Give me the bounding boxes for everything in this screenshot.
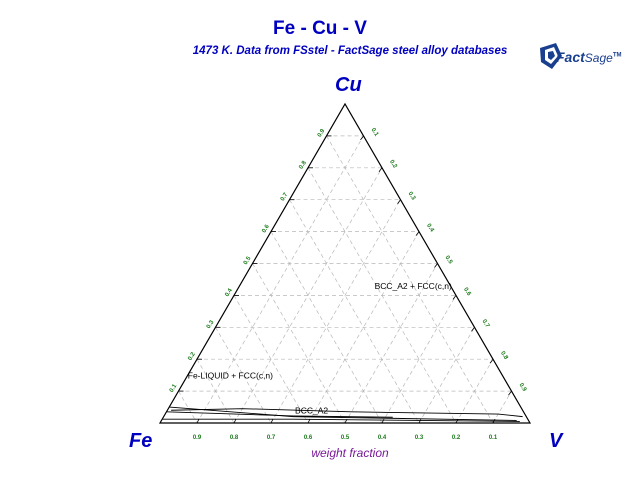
tick-label-right: 0.2 [388,159,398,170]
tick-label-right: 0.1 [370,127,380,138]
tick-label-left: 0.7 [280,191,290,202]
tick-mark [489,358,494,364]
tick-labels: 0.1 0.1 0.2 0.2 0.3 0.3 0.4 0.4 0.5 0.5 0.6 0.6 0.7 0… [169,127,528,441]
corner-label-fe: Fe [129,430,152,452]
tick-label-left: 0.8 [298,160,308,171]
tick-label-bottom: 0.7 [267,435,276,441]
phase-region-labels: BCC_A2 + FCC(c,n) Fe-LIQUID + FCC(c,n) BCC… [188,281,452,415]
axis-label: weight fraction [311,446,389,460]
factsage-logo: FactSageTM [538,40,628,74]
tick-mark [508,390,512,396]
tick-label-bottom: 0.3 [415,435,424,441]
tick-mark [196,418,200,424]
grid-line-v [196,135,364,424]
tick-label-left: 0.1 [169,383,179,394]
tick-mark [344,418,348,424]
tick-label-right: 0.9 [518,382,528,393]
tick-label-left: 0.9 [317,128,327,139]
corner-label-cu: Cu [335,74,362,96]
tick-mark [397,199,401,204]
axis-ticks [178,135,512,424]
phase-boundaries [162,406,523,422]
grid-line-v [381,295,457,424]
grid-line-fe [215,327,272,424]
grid-lines [178,135,512,424]
phase-boundary-line [162,418,520,422]
phase-region-label: BCC_A2 [295,405,328,415]
tick-mark [434,263,438,268]
tick-label-bottom: 0.5 [341,435,350,441]
grid-line-fe [289,199,420,424]
diagram-subtitle: 1473 K. Data from FSstel - FactSage stee… [192,45,508,57]
phase-region-label: BCC_A2 + FCC(c,n) [375,281,452,291]
tick-label-right: 0.8 [499,351,509,362]
grid-line-fe [252,263,346,424]
tick-label-left: 0.2 [187,351,197,362]
diagram-title: Fe - Cu - V [273,18,367,39]
tick-mark [471,327,475,332]
tick-mark [452,295,457,300]
tick-label-right: 0.7 [481,319,491,330]
grid-line-fe [326,135,494,424]
tick-label-bottom: 0.1 [489,435,498,441]
tick-label-left: 0.6 [261,223,271,234]
tick-label-bottom: 0.2 [452,435,461,441]
tick-mark [415,231,420,236]
grid-line-v [492,390,512,424]
phase-boundary-line [171,408,523,418]
phase-boundary-line [166,411,393,418]
tick-mark [378,167,383,173]
tick-label-left: 0.5 [243,255,253,266]
tick-label-left: 0.4 [224,287,234,298]
tick-label-right: 0.6 [462,287,472,298]
tick-mark [233,418,237,424]
tick-label-right: 0.4 [425,223,435,234]
tick-label-right: 0.3 [407,191,417,202]
tick-mark [455,418,459,424]
grid-line-v [344,263,438,424]
tick-mark [492,418,496,424]
grid-line-fe [196,359,235,424]
tick-label-bottom: 0.6 [304,435,313,441]
tick-mark [307,418,311,424]
phase-region-label: Fe-LIQUID + FCC(c,n) [188,370,273,380]
grid-line-v [418,327,475,424]
factsage-wordmark: FactSageTM [556,49,622,65]
tick-mark [270,418,274,424]
tick-label-right: 0.5 [444,255,454,266]
corner-label-v: V [549,430,564,452]
phase-boundary-line [169,406,517,421]
tick-label-bottom: 0.9 [193,435,202,441]
tick-label-bottom: 0.4 [378,435,387,441]
tick-mark [381,418,385,424]
grid-line-v [270,199,401,424]
factsage-mark-icon [540,43,562,69]
grid-line-fe [233,295,309,424]
tick-label-left: 0.3 [206,319,216,330]
grid-line-fe [178,390,198,424]
tick-label-bottom: 0.8 [230,435,239,441]
tick-mark [360,135,364,141]
grid-line-v [455,359,494,424]
tick-mark [418,418,422,424]
